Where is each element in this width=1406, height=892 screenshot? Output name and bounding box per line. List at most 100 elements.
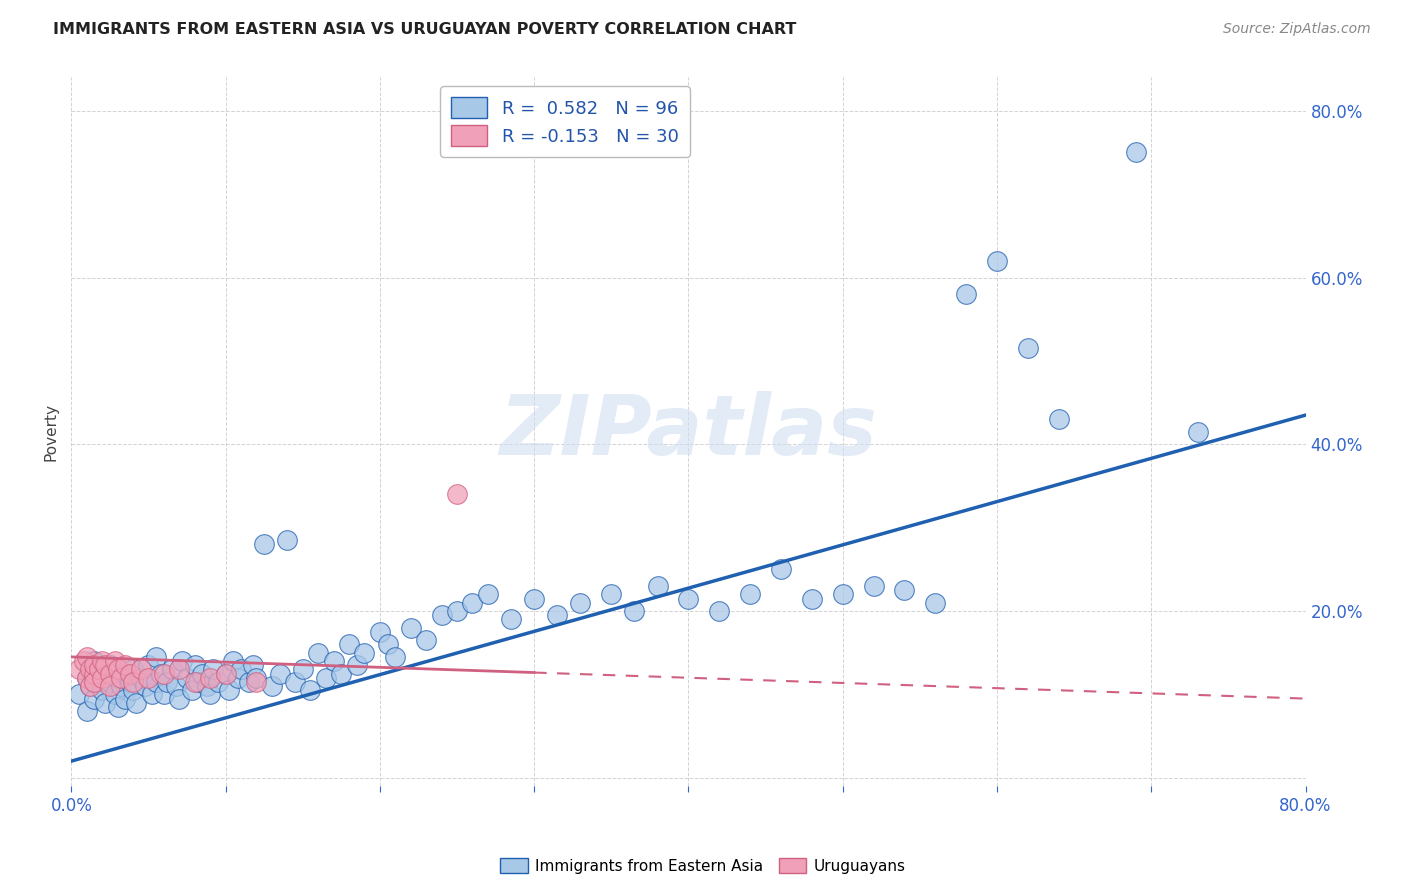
- Point: [214, 666, 236, 681]
- Point: [198, 688, 221, 702]
- Point: [107, 671, 129, 685]
- Point: [461, 596, 484, 610]
- Point: [67, 688, 90, 702]
- Point: [114, 658, 136, 673]
- Point: [184, 658, 207, 673]
- Point: [1125, 145, 1147, 160]
- Point: [214, 666, 236, 681]
- Point: [134, 679, 156, 693]
- Point: [1187, 425, 1209, 439]
- Point: [238, 674, 260, 689]
- Point: [91, 671, 114, 685]
- Point: [79, 679, 101, 693]
- Point: [169, 662, 191, 676]
- Point: [153, 688, 176, 702]
- Point: [107, 700, 129, 714]
- Point: [955, 287, 977, 301]
- Point: [384, 649, 406, 664]
- Text: ZIPatlas: ZIPatlas: [499, 392, 877, 472]
- Point: [831, 587, 853, 601]
- Point: [138, 658, 160, 673]
- Point: [156, 674, 179, 689]
- Y-axis label: Poverty: Poverty: [44, 403, 58, 461]
- Point: [67, 662, 90, 676]
- Point: [118, 674, 141, 689]
- Point: [122, 662, 145, 676]
- Point: [368, 624, 391, 639]
- Point: [165, 679, 187, 693]
- Point: [145, 649, 167, 664]
- Point: [253, 537, 276, 551]
- Point: [399, 621, 422, 635]
- Point: [709, 604, 731, 618]
- Point: [91, 654, 114, 668]
- Point: [198, 671, 221, 685]
- Point: [184, 674, 207, 689]
- Point: [98, 666, 121, 681]
- Point: [678, 591, 700, 606]
- Point: [260, 679, 283, 693]
- Point: [94, 696, 117, 710]
- Point: [1017, 342, 1039, 356]
- Point: [118, 666, 141, 681]
- Point: [346, 658, 368, 673]
- Point: [72, 654, 94, 668]
- Point: [114, 691, 136, 706]
- Point: [107, 662, 129, 676]
- Point: [79, 679, 101, 693]
- Point: [477, 587, 499, 601]
- Point: [986, 253, 1008, 268]
- Point: [191, 666, 214, 681]
- Point: [76, 649, 98, 664]
- Point: [122, 683, 145, 698]
- Point: [149, 666, 172, 681]
- Point: [187, 674, 209, 689]
- Point: [291, 662, 314, 676]
- Point: [315, 671, 337, 685]
- Point: [353, 646, 375, 660]
- Point: [647, 579, 669, 593]
- Point: [623, 604, 645, 618]
- Point: [103, 654, 125, 668]
- Point: [245, 671, 267, 685]
- Point: [180, 683, 202, 698]
- Point: [269, 666, 291, 681]
- Point: [924, 596, 946, 610]
- Point: [740, 587, 762, 601]
- Point: [98, 679, 121, 693]
- Point: [446, 604, 468, 618]
- Point: [222, 654, 245, 668]
- Point: [446, 487, 468, 501]
- Point: [76, 704, 98, 718]
- Point: [202, 662, 225, 676]
- Point: [377, 637, 399, 651]
- Point: [546, 608, 568, 623]
- Point: [83, 666, 105, 681]
- Point: [83, 658, 105, 673]
- Point: [76, 671, 98, 685]
- Point: [499, 612, 522, 626]
- Point: [172, 654, 194, 668]
- Point: [91, 683, 114, 698]
- Point: [800, 591, 823, 606]
- Point: [110, 671, 132, 685]
- Point: [337, 637, 360, 651]
- Point: [322, 654, 344, 668]
- Point: [145, 674, 167, 689]
- Point: [138, 671, 160, 685]
- Point: [176, 671, 198, 685]
- Point: [893, 583, 915, 598]
- Point: [169, 691, 191, 706]
- Point: [229, 662, 252, 676]
- Point: [83, 674, 105, 689]
- Point: [207, 674, 229, 689]
- Point: [299, 683, 322, 698]
- Point: [83, 691, 105, 706]
- Point: [218, 683, 240, 698]
- Text: Source: ZipAtlas.com: Source: ZipAtlas.com: [1223, 22, 1371, 37]
- Point: [87, 662, 110, 676]
- Point: [600, 587, 623, 601]
- Point: [114, 666, 136, 681]
- Point: [330, 666, 353, 681]
- Point: [141, 688, 163, 702]
